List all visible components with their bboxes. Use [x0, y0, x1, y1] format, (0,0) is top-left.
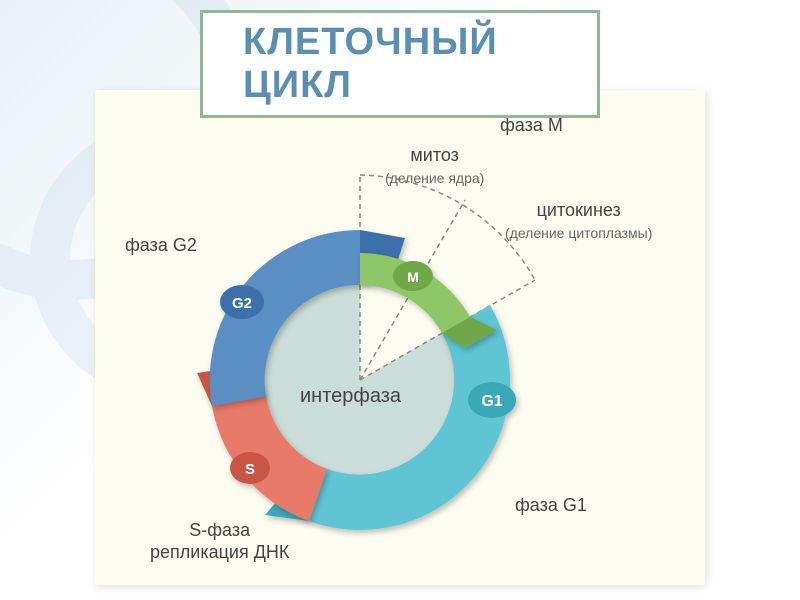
- mitosis-label: митоз (деление ядра): [385, 145, 484, 188]
- cytokinesis-note: (деление цитоплазмы): [505, 225, 652, 241]
- s-sublabel: репликация ДНК: [150, 542, 289, 562]
- s-label: S-фаза репликация ДНК: [150, 520, 289, 563]
- g2-label: фаза G2: [125, 235, 197, 257]
- cytokinesis-label: цитокинез (деление цитоплазмы): [505, 200, 652, 243]
- cytokinesis-text: цитокинез: [537, 200, 621, 220]
- mitosis-note: (деление ядра): [385, 170, 484, 186]
- page-title: КЛЕТОЧНЫЙ ЦИКЛ: [243, 21, 557, 107]
- interphase-label: интерфаза: [300, 385, 401, 408]
- svg-text:S: S: [245, 461, 255, 478]
- mitosis-text: митоз: [410, 145, 459, 165]
- g1-label: фаза G1: [515, 495, 587, 517]
- diagram-card: G1 S G2 M интерфаза фаза M митоз (делени…: [95, 90, 705, 585]
- svg-text:M: M: [407, 269, 419, 285]
- title-box: КЛЕТОЧНЫЙ ЦИКЛ: [200, 10, 600, 118]
- svg-text:G1: G1: [481, 393, 502, 410]
- svg-text:G2: G2: [232, 295, 252, 312]
- m-phase-label: фаза M: [500, 115, 563, 137]
- s-label-text: S-фаза: [189, 520, 250, 540]
- m-arc: M: [360, 253, 497, 348]
